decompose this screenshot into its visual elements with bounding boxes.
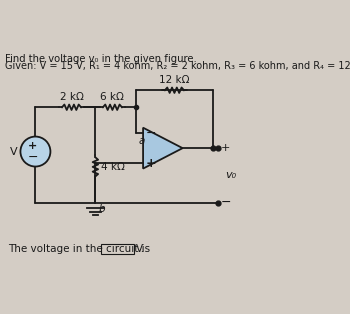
Text: +: +: [28, 141, 37, 151]
Text: Find the voltage v₀ in the given figure.: Find the voltage v₀ in the given figure.: [6, 54, 197, 64]
Circle shape: [20, 137, 50, 166]
Text: 2 kΩ: 2 kΩ: [60, 93, 84, 102]
Text: V: V: [10, 147, 18, 157]
Text: −: −: [27, 150, 38, 164]
Text: −: −: [221, 196, 231, 209]
Text: +: +: [146, 157, 156, 170]
Polygon shape: [143, 128, 183, 169]
Text: +: +: [221, 143, 230, 153]
Text: The voltage in the circuit is: The voltage in the circuit is: [8, 244, 150, 254]
Text: −: −: [146, 127, 156, 140]
Text: 12 kΩ: 12 kΩ: [159, 75, 190, 85]
Text: a: a: [138, 136, 145, 146]
Text: 6 kΩ: 6 kΩ: [100, 93, 124, 102]
Text: Given: V = 15 V, R₁ = 4 kohm, R₂ = 2 kohm, R₃ = 6 kohm, and R₄ = 12 kohm: Given: V = 15 V, R₁ = 4 kohm, R₂ = 2 koh…: [6, 61, 350, 71]
Text: 4 kΩ: 4 kΩ: [101, 162, 125, 172]
Text: V.: V.: [136, 244, 145, 254]
Text: v₀: v₀: [225, 171, 236, 181]
Text: b: b: [99, 204, 105, 214]
FancyBboxPatch shape: [101, 244, 134, 254]
